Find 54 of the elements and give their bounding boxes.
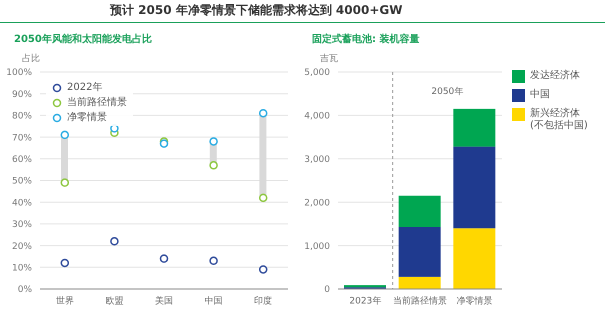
- y-tick-label: 20%: [12, 242, 32, 252]
- x-tick-label: 2023年: [349, 295, 382, 306]
- annotation: 2050年: [431, 86, 464, 97]
- y-tick-label: 100%: [6, 68, 32, 78]
- x-tick-label: 中国: [204, 295, 223, 306]
- y-tick-label: 0: [324, 285, 330, 296]
- chart-title: 固定式蓄电池: 装机容量: [312, 32, 420, 46]
- y-tick-label: 70%: [12, 133, 32, 144]
- x-tick-label: 印度: [254, 295, 272, 306]
- bar: [398, 276, 441, 289]
- legend-label: 2022年: [67, 82, 102, 94]
- x-tick-label: 美国: [155, 295, 173, 306]
- legend-label: 发达经济体: [530, 70, 580, 82]
- x-tick-label: 世界: [56, 295, 74, 306]
- y-tick-label: 90%: [12, 90, 32, 100]
- point: [209, 137, 218, 146]
- x-tick-label: 欧盟: [105, 295, 124, 306]
- y-tick-label: 1,000: [304, 242, 330, 252]
- point: [258, 108, 268, 118]
- y-tick-label: 80%: [12, 112, 32, 122]
- point: [60, 258, 70, 268]
- y-axis-title: 吉瓦: [320, 52, 338, 65]
- point: [209, 256, 218, 266]
- y-tick-label: 3,000: [304, 154, 330, 165]
- legend-label: 中国: [530, 89, 550, 101]
- x-tick-label: 净零情景: [456, 295, 493, 306]
- bar: [398, 196, 441, 227]
- y-tick-label: 40%: [12, 198, 32, 208]
- legend-label: 新兴经济体 (不包括中国): [530, 108, 588, 132]
- chart-subtitle: 2050年风能和太阳能发电占比: [14, 32, 152, 46]
- y-tick-label: 30%: [12, 220, 32, 230]
- legend-label: 净零情景: [67, 112, 107, 124]
- point: [258, 265, 268, 274]
- x-tick-label: 当前路径情景: [393, 295, 447, 306]
- bar: [398, 226, 441, 277]
- point: [60, 178, 70, 187]
- y-tick-label: 0%: [18, 285, 32, 296]
- bar: [453, 108, 496, 147]
- point: [209, 161, 218, 170]
- y-axis-title: 占比: [22, 52, 40, 65]
- point: [60, 130, 70, 140]
- y-tick-label: 60%: [12, 154, 32, 165]
- bar: [453, 146, 496, 228]
- y-tick-label: 5,000: [304, 68, 330, 78]
- point: [110, 237, 119, 246]
- bar: [453, 228, 496, 289]
- y-tick-label: 2,000: [304, 198, 330, 208]
- legend-label: 当前路径情景: [67, 97, 127, 109]
- y-tick-label: 4,000: [304, 112, 330, 122]
- point: [160, 254, 168, 263]
- y-tick-label: 50%: [12, 176, 32, 187]
- y-tick-label: 10%: [12, 263, 32, 274]
- point: [258, 194, 268, 202]
- chart-title: 预计 2050 年净零情景下储能需求将达到 4000+GW: [110, 2, 402, 19]
